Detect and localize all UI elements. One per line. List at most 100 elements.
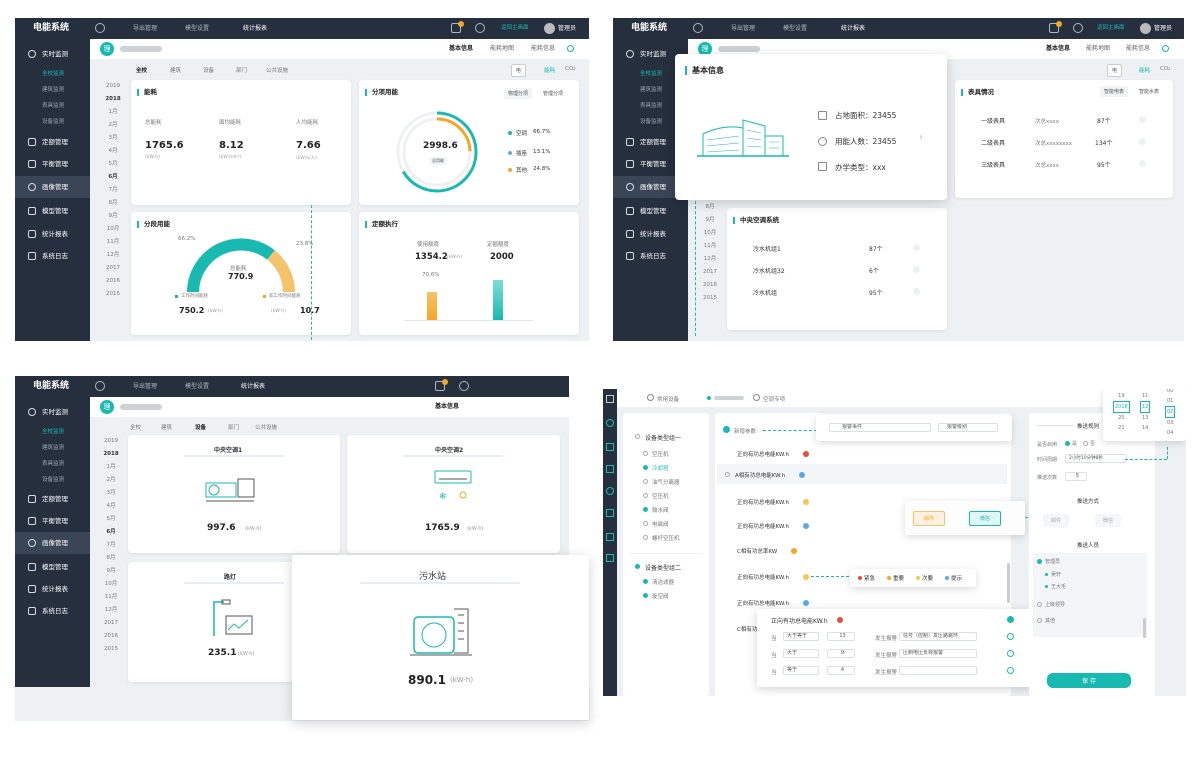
device-card-ac2[interactable]: 中央空调2 ❄ 1765.9 (kW·h) [347,435,560,553]
subtab-building[interactable]: 建筑 [161,425,173,431]
month-item[interactable]: 1月 [106,464,116,470]
home-link[interactable]: 返回主画面 [1097,25,1125,31]
remove-condition-icon[interactable] [1007,667,1014,674]
month-item[interactable]: 12月 [104,607,118,613]
alarm-level-select[interactable]: 报警级别 [938,423,998,432]
sidebar-item-monitor[interactable]: 实时监测 [15,401,90,423]
cond-message[interactable] [899,666,977,675]
sidebar-sub-device[interactable]: 设备监测 [42,477,65,483]
nav-model[interactable]: 模型设置 [783,25,808,32]
home-link[interactable]: 返回主画面 [501,25,529,31]
param-row[interactable]: C相有功 [737,627,758,633]
model-icon[interactable] [606,509,614,517]
chevron-right-icon[interactable]: › [919,132,923,143]
enable-no[interactable]: 否 [1090,441,1096,447]
manage-split-button[interactable]: 管理分项 [539,88,568,99]
param-scrollbar[interactable] [1007,563,1010,603]
electric-toggle[interactable]: 电 [511,64,527,77]
month-item[interactable]: 2月 [106,477,116,483]
time-col[interactable]: 11 12 13 14 [1140,391,1151,433]
time-item[interactable]: 21 [1118,425,1125,431]
cond-value[interactable]: 4 [827,666,855,675]
year-item[interactable]: 2017 [104,620,118,626]
month-item[interactable]: 5月 [106,516,116,522]
electric-toggle[interactable]: 电 [1107,64,1123,77]
cond-operator[interactable]: 大于 [783,649,819,658]
tab-basic[interactable]: 基本信息 [435,403,460,410]
tree-radio[interactable] [643,479,648,484]
chevron-right-icon[interactable] [913,288,920,295]
add-parameter-label[interactable]: 新增参数 [734,429,757,435]
wechat-button-disabled[interactable]: 微信 [1095,514,1122,527]
add-condition-icon[interactable] [1007,616,1014,623]
month-item[interactable]: 3月 [106,490,116,496]
tab-map[interactable]: 能耗地图 [1086,45,1111,52]
year-month-selector[interactable]: 8月 9月 10月 11月 12月 2017 2016 2015 [698,201,722,305]
month-item[interactable]: 6月 [106,529,116,535]
tree-item[interactable]: 螺杆空压机 [652,536,680,542]
tree-item[interactable]: 鼓水阀 [652,508,669,514]
time-item[interactable]: 2018 [1113,401,1130,413]
settings-icon[interactable] [95,23,105,33]
sidebar-item-quota[interactable]: 定额管理 [15,488,90,510]
sidebar-sub-campus[interactable]: 全校监测 [42,429,65,435]
year-item[interactable]: 2015 [104,646,118,652]
level-urgent[interactable]: 紧急 [864,576,876,582]
month-item[interactable]: 10月 [106,226,120,232]
cond-message[interactable]: 信号（控制）发压路跳环 [899,632,977,641]
tree-radio[interactable] [643,507,648,512]
subtab-building[interactable]: 建筑 [170,68,182,74]
month-item[interactable]: 4月 [108,148,118,154]
sidebar-item-model[interactable]: 模型管理 [613,200,688,222]
time-item[interactable]: 11 [1142,393,1149,399]
month-item[interactable]: 10月 [703,230,717,236]
subtab-campus[interactable]: 全校 [136,68,148,74]
user-name[interactable]: 管理员 [558,25,577,32]
param-row[interactable]: 正向有功总电能KW.h [737,500,789,506]
month-item[interactable]: 9月 [108,213,118,219]
user-name[interactable]: 管理员 [1154,25,1173,32]
month-item[interactable]: 11月 [106,239,120,245]
year-item[interactable]: 2016 [104,633,118,639]
avatar[interactable] [544,23,555,34]
report-icon[interactable] [435,381,445,391]
param-row[interactable]: 正向有功总电能KW.h [737,524,789,530]
sidebar-item-log[interactable]: 系统日志 [15,245,90,267]
tree-item[interactable]: 空压机 [652,452,669,458]
cond-value[interactable]: 9 [827,649,855,658]
sidebar-item-quota[interactable]: 定额管理 [15,131,90,153]
tab-co2[interactable]: CO₂ [565,66,576,72]
subtab-dept[interactable]: 部门 [228,425,240,431]
sidebar-sub-meter[interactable]: 表具监测 [42,461,65,467]
tree-item[interactable]: 电磁阀 [652,522,669,528]
sidebar-item-monitor[interactable]: 实时监测 [15,43,90,65]
other-label[interactable]: 其他 [1045,618,1056,624]
settings-icon[interactable] [95,381,105,391]
level-hint[interactable]: 提示 [951,576,963,582]
tree-radio[interactable] [643,535,648,540]
smart-meter-button[interactable]: 智能电表 [1100,86,1129,97]
subtab-device[interactable]: 设备 [195,425,207,431]
portrait-icon[interactable] [606,487,614,495]
balance-icon[interactable] [606,465,614,473]
sidebar-item-balance[interactable]: 平衡管理 [15,510,90,532]
email-button-disabled[interactable]: 邮件 [1043,514,1070,527]
device-card-sewage-enlarged[interactable]: 污水站 890.1 (kW·h) [292,555,589,720]
tab-consumption[interactable]: 能耗 [1139,68,1151,74]
tab-basic[interactable]: 基本信息 [449,45,474,52]
settings-icon[interactable] [1162,45,1169,52]
tab-map[interactable]: 能耗地图 [490,45,515,52]
nav-report[interactable]: 统计报表 [243,25,268,32]
settings-icon[interactable] [567,45,574,52]
tree-item[interactable]: 油气分离器 [652,480,680,486]
chevron-right-icon[interactable] [913,244,920,251]
sidebar-sub-building[interactable]: 建筑监测 [640,87,663,93]
year-item[interactable]: 2018 [105,96,121,102]
sidebar-item-balance[interactable]: 平衡管理 [15,153,90,175]
time-item[interactable]: 12 [1140,401,1151,413]
month-item[interactable]: 7月 [108,187,118,193]
year-month-selector[interactable]: 2019 2018 1月 2月 3月 4月 5月 6月 7月 8月 9月 10月… [99,435,123,656]
time-col[interactable]: 00 01 02 03 04 [1165,389,1176,438]
sidebar-item-model[interactable]: 模型管理 [15,556,90,578]
tree-item[interactable]: 旋空阀 [652,594,669,600]
